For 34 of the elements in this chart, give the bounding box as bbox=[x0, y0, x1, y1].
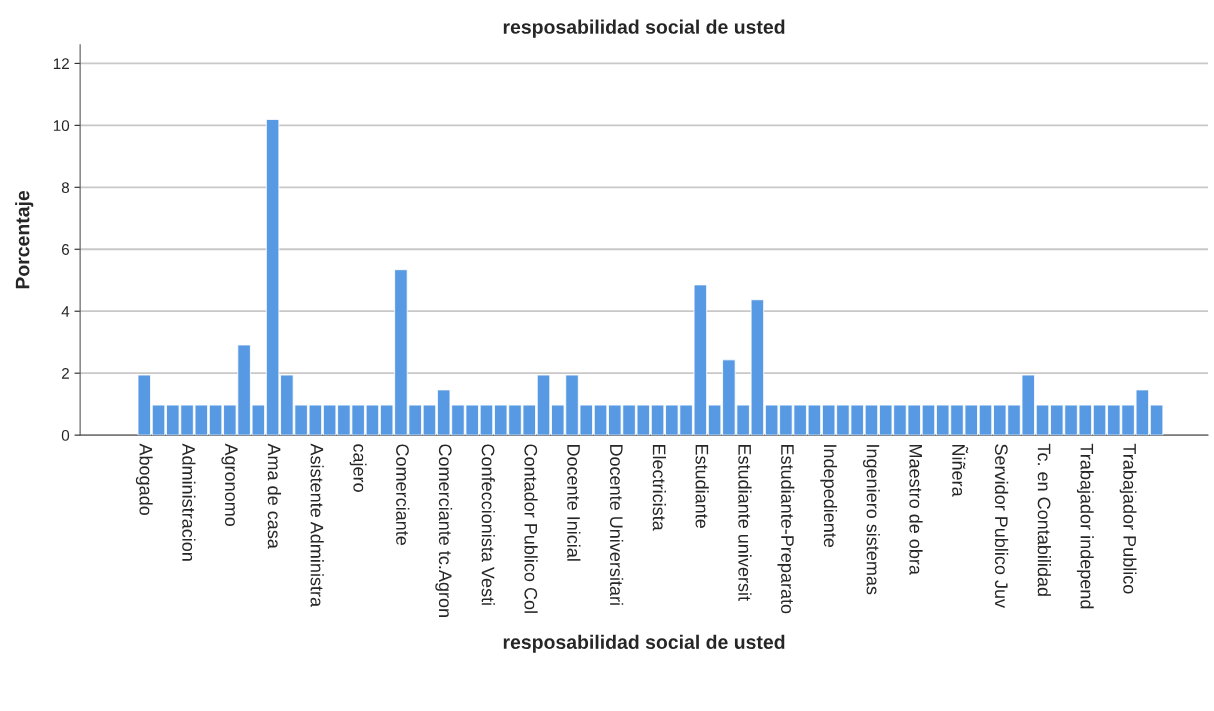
x-tick-label: Ñiñera bbox=[952, 444, 969, 497]
y-tick-label: 2 bbox=[61, 368, 69, 379]
chart-title: resposabilidad social de usted bbox=[503, 19, 785, 38]
x-tick-label: Comerciante bbox=[396, 444, 410, 546]
y-tick-label: 8 bbox=[61, 182, 70, 193]
y-tick-label: 4 bbox=[61, 306, 70, 317]
x-tick-label: Ama de casa bbox=[267, 443, 282, 549]
x-tick-label: Agronomo bbox=[221, 443, 238, 527]
x-axis-title: resposabilidad social de usted bbox=[503, 634, 785, 653]
x-tick-label: Contador Publico Col bbox=[524, 444, 538, 613]
x-tick-label: Indepediente bbox=[820, 445, 838, 548]
y-tick-label: 12 bbox=[53, 58, 69, 69]
y-tick-label: 0 bbox=[61, 430, 70, 441]
x-tick-label: Estudiante universit bbox=[738, 444, 752, 601]
x-tick-label: Docente Inicial bbox=[567, 444, 581, 561]
x-tick-label: cajero bbox=[349, 444, 367, 492]
x-tick-label: Estudiante-Preparato bbox=[777, 444, 795, 614]
x-tick-label: Electricista bbox=[652, 444, 666, 531]
x-tick-label: Trabajador independ bbox=[1076, 443, 1094, 609]
x-tick-label: Confeccionista Vesti bbox=[481, 444, 495, 605]
x-tick-label: Abogado bbox=[135, 443, 153, 515]
x-tick-label: Ingeniero sistemas bbox=[863, 445, 880, 595]
x-tick-label: Tc. en Contabilidad bbox=[1037, 443, 1051, 596]
x-tick-label: Trabajador Publico bbox=[1119, 443, 1137, 594]
x-tick-label: Maestro de obra bbox=[909, 444, 923, 575]
y-tick-label: 10 bbox=[53, 120, 70, 132]
x-tick-label: Docente Universitari bbox=[609, 444, 624, 605]
y-axis-title: Porcentaje bbox=[15, 190, 34, 289]
x-tick-label: Asistente Administra bbox=[310, 443, 324, 608]
x-tick-label: Comerciante tc.Agron bbox=[435, 444, 453, 617]
x-tick-label: Administracion bbox=[182, 443, 196, 561]
x-tick-label: Servidor Publico Juv bbox=[994, 444, 1009, 608]
y-tick-label: 6 bbox=[61, 244, 70, 255]
x-tick-label: Estudiante bbox=[695, 444, 709, 528]
